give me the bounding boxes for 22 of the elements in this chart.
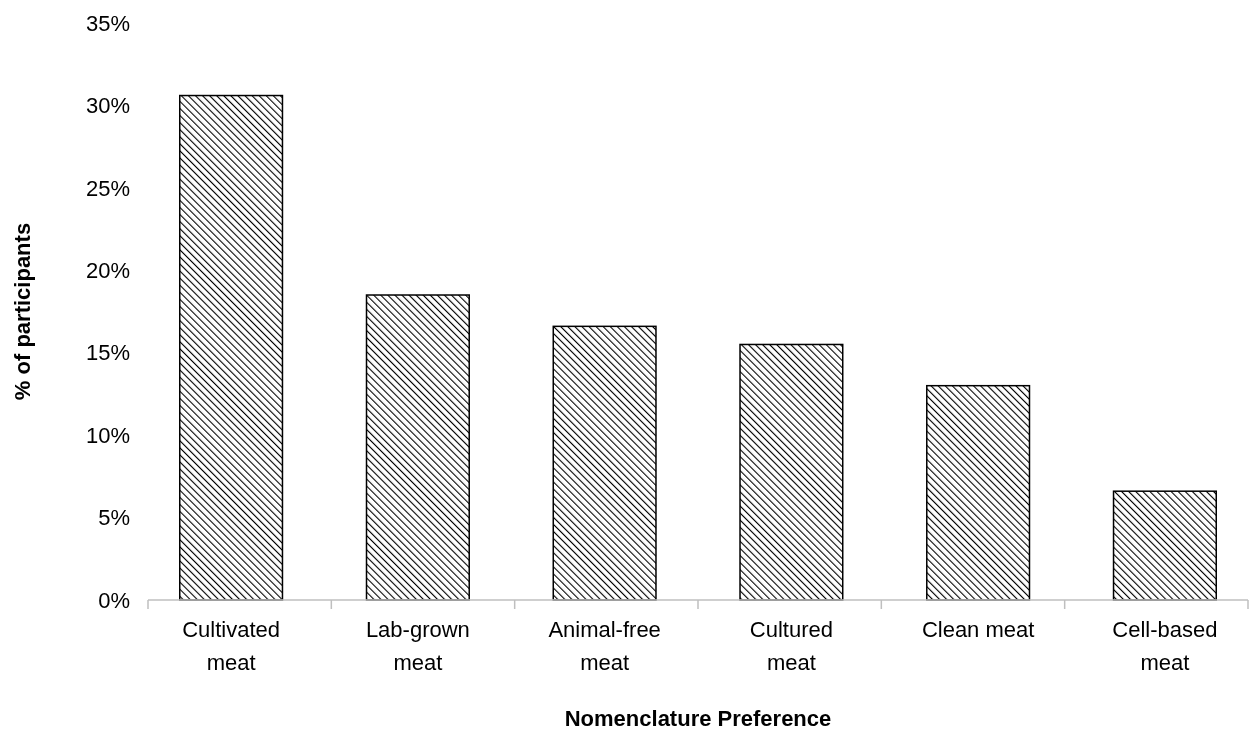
y-tick-label: 20% [85,257,130,283]
bar [552,325,657,601]
y-axis-title: % of participants [10,222,35,401]
x-tick-label: Cultivated meat [182,617,281,675]
y-tick-label: 15% [85,340,130,366]
y-tick-label: 10% [85,422,130,448]
bar [1112,490,1217,601]
x-tick-label: Cultured meat [749,617,833,675]
x-tick-label: Clean meat [921,617,1035,642]
y-tick-label: 0% [98,587,130,613]
y-tick-label: 25% [85,175,130,201]
y-tick-label: 5% [98,505,130,531]
bar [739,343,844,601]
x-tick-label: Lab-grown meat [365,617,470,675]
bar [926,384,1031,601]
x-axis-title: Nomenclature Preference [564,706,832,731]
bar [179,94,284,601]
x-tick-label: Cell-based meat [1112,617,1218,675]
y-tick-label: 35% [85,10,130,36]
x-tick-label: Animal-free meat [548,617,661,675]
y-tick-label: 30% [85,93,130,119]
bar [365,294,470,601]
